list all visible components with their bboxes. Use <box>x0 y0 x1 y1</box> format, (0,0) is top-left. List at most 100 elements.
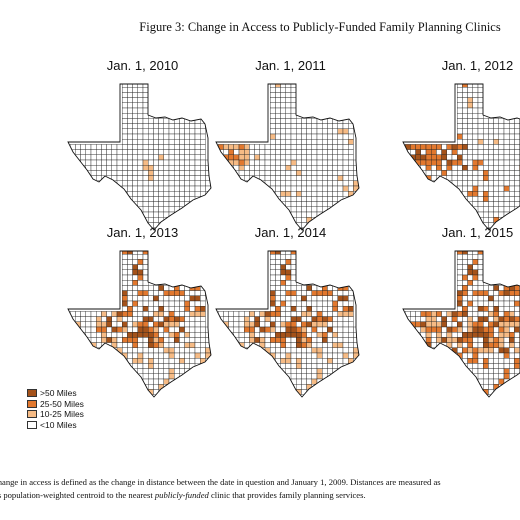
county <box>275 321 281 328</box>
county <box>482 373 489 380</box>
county <box>295 216 302 223</box>
county <box>194 123 201 129</box>
county <box>301 383 307 390</box>
county <box>508 201 515 208</box>
county <box>132 251 138 255</box>
county <box>498 363 505 369</box>
county <box>498 196 505 202</box>
county <box>153 352 159 359</box>
county <box>163 180 170 187</box>
county <box>168 311 175 317</box>
county <box>158 368 164 375</box>
county <box>85 311 92 317</box>
county <box>153 342 159 348</box>
county <box>269 149 276 155</box>
county <box>184 363 191 369</box>
county <box>96 144 102 150</box>
county <box>467 107 473 114</box>
county <box>462 290 468 296</box>
county <box>301 128 307 135</box>
county <box>116 164 123 171</box>
county <box>498 373 505 380</box>
county <box>153 180 159 187</box>
county <box>456 342 463 348</box>
county <box>301 144 307 150</box>
county <box>194 326 201 333</box>
county <box>137 133 144 140</box>
county <box>269 102 276 109</box>
county <box>121 92 128 98</box>
county <box>503 128 510 135</box>
county <box>342 190 349 197</box>
county <box>147 378 154 385</box>
county <box>127 254 133 260</box>
county <box>321 123 328 129</box>
county <box>327 331 333 338</box>
county <box>275 92 281 98</box>
county <box>488 144 494 150</box>
county <box>306 196 312 202</box>
county <box>285 285 292 291</box>
county <box>456 295 463 302</box>
county <box>332 321 339 328</box>
county <box>153 347 159 354</box>
county <box>477 102 484 109</box>
county <box>163 159 170 166</box>
county <box>498 368 505 375</box>
county <box>275 295 281 302</box>
county <box>451 342 458 348</box>
county <box>477 185 484 192</box>
county <box>158 185 164 192</box>
county <box>142 113 149 119</box>
county <box>137 164 144 171</box>
county <box>269 311 276 317</box>
county <box>285 274 292 281</box>
county <box>301 211 307 218</box>
county <box>441 159 447 166</box>
county <box>285 123 292 129</box>
county <box>163 154 170 161</box>
county <box>168 196 175 202</box>
county <box>488 159 494 166</box>
county <box>503 300 510 307</box>
county <box>472 331 479 338</box>
county <box>477 201 484 208</box>
county <box>101 321 107 328</box>
county <box>306 378 312 385</box>
county <box>493 138 499 145</box>
county <box>290 154 297 161</box>
county <box>137 123 144 129</box>
county <box>306 128 312 135</box>
county <box>158 305 164 312</box>
county <box>249 149 255 155</box>
county <box>342 290 349 296</box>
county <box>508 190 515 197</box>
note-line-2: y's population-weighted centroid to the … <box>0 490 366 500</box>
county <box>347 128 354 135</box>
county <box>127 97 133 103</box>
legend-swatch <box>27 420 37 429</box>
county <box>477 251 484 255</box>
county <box>137 170 144 176</box>
county <box>116 144 123 150</box>
county <box>285 190 292 197</box>
county <box>90 311 97 317</box>
county <box>321 300 328 307</box>
county <box>173 357 180 364</box>
county <box>147 201 154 208</box>
county <box>137 316 144 322</box>
county <box>158 363 164 369</box>
county <box>249 154 255 161</box>
county <box>233 144 240 150</box>
county <box>285 259 292 265</box>
county <box>498 149 505 155</box>
county <box>121 159 128 166</box>
county <box>147 300 154 307</box>
county <box>301 216 307 223</box>
county <box>116 337 123 343</box>
county <box>347 154 354 161</box>
county <box>142 87 149 93</box>
county <box>508 300 515 307</box>
county <box>184 337 191 343</box>
county <box>153 144 159 150</box>
